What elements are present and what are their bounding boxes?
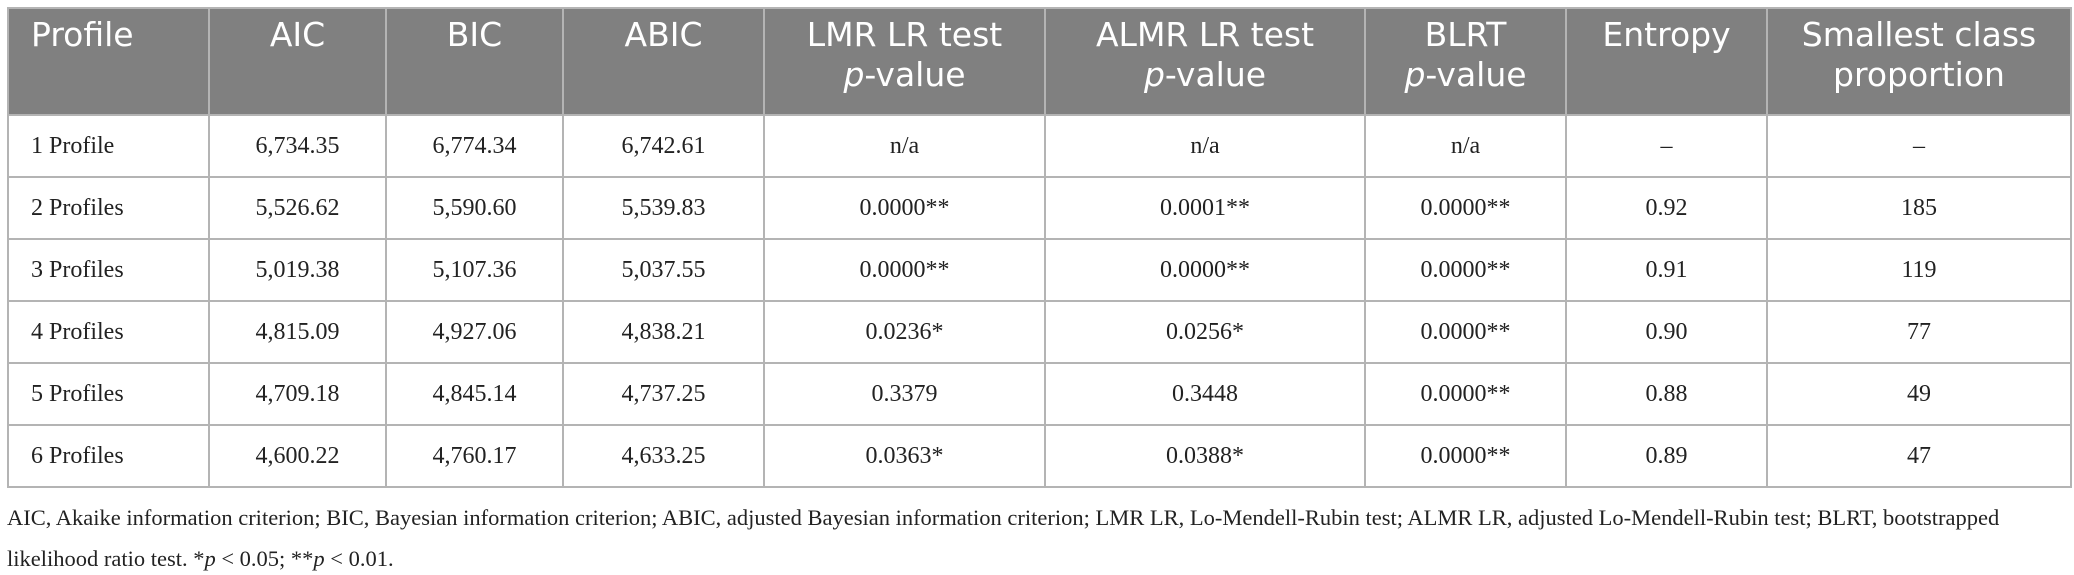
header-text: Smallest class — [1801, 15, 2037, 54]
header-text: Entropy — [1602, 15, 1731, 54]
table-row: 2 Profiles 5,526.62 5,590.60 5,539.83 0.0000… — [7, 176, 2072, 240]
header-text: ALMR LR test — [1095, 15, 1315, 54]
header-text: p — [843, 55, 865, 94]
table-cell: 0.3448 — [1044, 362, 1366, 426]
table-cell: 5 Profiles — [7, 362, 210, 426]
table-row: 4 Profiles 4,815.09 4,927.06 4,838.21 0.0236… — [7, 300, 2072, 364]
header-text: ABIC — [624, 15, 703, 54]
table-cell: 0.0000** — [1364, 300, 1567, 364]
table-cell: 0.91 — [1565, 238, 1768, 302]
table-cell: 0.0256* — [1044, 300, 1366, 364]
header-cell: BIC — [385, 7, 564, 116]
table-cell: n/a — [1044, 114, 1366, 178]
footnote: AIC, Akaike information criterion; BIC, … — [7, 497, 2067, 575]
table-cell: 0.90 — [1565, 300, 1768, 364]
table-row: 3 Profiles 5,019.38 5,107.36 5,037.55 0.0000… — [7, 238, 2072, 302]
table-cell: – — [1565, 114, 1768, 178]
table-cell: 4,838.21 — [562, 300, 765, 364]
table-cell: n/a — [1364, 114, 1567, 178]
header-cell: Profile — [7, 7, 210, 116]
table-cell: 5,107.36 — [385, 238, 564, 302]
table-cell: 2 Profiles — [7, 176, 210, 240]
table-cell: n/a — [763, 114, 1046, 178]
table-cell: 6,742.61 — [562, 114, 765, 178]
table-cell: 4,927.06 — [385, 300, 564, 364]
table-cell: 77 — [1766, 300, 2072, 364]
header-text: p — [1143, 55, 1165, 94]
table-cell: 5,019.38 — [208, 238, 387, 302]
data-table: Profile AIC BIC ABIC LMR LR test p-value ALMR … — [7, 7, 2072, 488]
footnote-text: AIC, Akaike information criterion; BIC, … — [7, 505, 2000, 571]
table-cell: 0.0000** — [1364, 176, 1567, 240]
table-cell: 0.0001** — [1044, 176, 1366, 240]
header-cell: Smallest class proportion — [1766, 7, 2072, 116]
table-cell: 0.0000** — [763, 238, 1046, 302]
header-cell: AIC — [208, 7, 387, 116]
table-cell: 0.92 — [1565, 176, 1768, 240]
table-cell: – — [1766, 114, 2072, 178]
header-row: Profile AIC BIC ABIC LMR LR test p-value ALMR … — [7, 7, 2072, 116]
footnote-text: p — [313, 546, 325, 571]
table-cell: 4 Profiles — [7, 300, 210, 364]
header-cell: LMR LR test p-value — [763, 7, 1046, 116]
table-cell: 5,037.55 — [562, 238, 765, 302]
table-cell: 0.88 — [1565, 362, 1768, 426]
header-cell: ABIC — [562, 7, 765, 116]
header-text: -value — [1425, 55, 1527, 94]
header-text: BIC — [446, 15, 503, 54]
table-cell: 4,633.25 — [562, 424, 765, 488]
table-cell: 0.0000** — [1364, 238, 1567, 302]
header-text: p — [1404, 55, 1426, 94]
table-cell: 0.0000** — [1364, 424, 1567, 488]
table-cell: 0.0000** — [1044, 238, 1366, 302]
table-cell: 6 Profiles — [7, 424, 210, 488]
table-cell: 4,760.17 — [385, 424, 564, 488]
footnote-text: < 0.01. — [324, 546, 394, 571]
header-text: proportion — [1833, 55, 2005, 94]
table-cell: 0.89 — [1565, 424, 1768, 488]
header-text: -value — [1164, 55, 1267, 94]
table-cell: 185 — [1766, 176, 2072, 240]
table-cell: 47 — [1766, 424, 2072, 488]
table-cell: 5,539.83 — [562, 176, 765, 240]
footnote-text: p — [204, 546, 216, 571]
table-cell: 119 — [1766, 238, 2072, 302]
table-cell: 4,737.25 — [562, 362, 765, 426]
table-cell: 0.0000** — [1364, 362, 1567, 426]
table-cell: 4,600.22 — [208, 424, 387, 488]
header-text: -value — [864, 55, 966, 94]
header-text: BLRT — [1424, 15, 1507, 54]
table-cell: 4,815.09 — [208, 300, 387, 364]
table-cell: 6,734.35 — [208, 114, 387, 178]
header-cell: Entropy — [1565, 7, 1768, 116]
table-row: 1 Profile 6,734.35 6,774.34 6,742.61 n/a n/a n… — [7, 114, 2072, 178]
table-cell: 6,774.34 — [385, 114, 564, 178]
table-cell: 0.3379 — [763, 362, 1046, 426]
header-cell: BLRT p-value — [1364, 7, 1567, 116]
table-cell: 0.0000** — [763, 176, 1046, 240]
table-cell: 5,526.62 — [208, 176, 387, 240]
header-text: AIC — [269, 15, 326, 54]
table-cell: 0.0388* — [1044, 424, 1366, 488]
table-cell: 5,590.60 — [385, 176, 564, 240]
header-text: Profile — [31, 15, 134, 54]
table-cell: 4,845.14 — [385, 362, 564, 426]
table-cell: 49 — [1766, 362, 2072, 426]
table-cell: 1 Profile — [7, 114, 210, 178]
header-text: LMR LR test — [806, 15, 1003, 54]
table-row: 5 Profiles 4,709.18 4,845.14 4,737.25 0.3379… — [7, 362, 2072, 426]
table-cell: 4,709.18 — [208, 362, 387, 426]
table-body: 1 Profile 6,734.35 6,774.34 6,742.61 n/a n/a n… — [7, 114, 2072, 488]
table-row: 6 Profiles 4,600.22 4,760.17 4,633.25 0.0363… — [7, 424, 2072, 488]
header-cell: ALMR LR test p-value — [1044, 7, 1366, 116]
table-cell: 0.0236* — [763, 300, 1046, 364]
table-cell: 0.0363* — [763, 424, 1046, 488]
footnote-text: < 0.05; ** — [215, 546, 314, 571]
table-cell: 3 Profiles — [7, 238, 210, 302]
